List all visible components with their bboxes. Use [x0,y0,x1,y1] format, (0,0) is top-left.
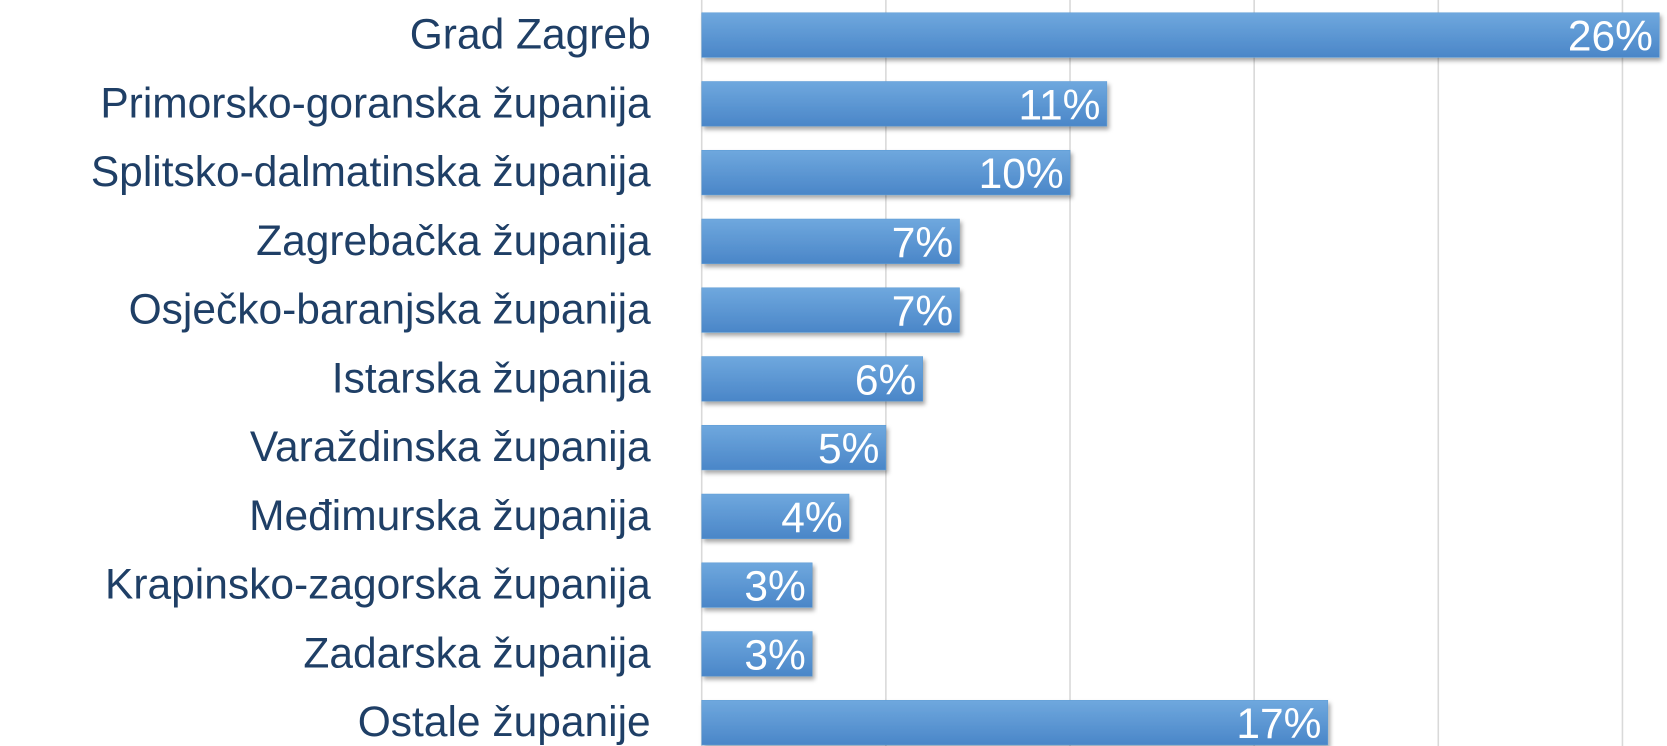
data-label: 6% [855,357,916,404]
bar [701,356,923,402]
category-label: Ostale županije [358,699,651,746]
bar [701,562,813,608]
data-label: 17% [1236,701,1321,746]
bar [701,631,813,677]
bar [701,493,850,539]
bars: Grad Zagreb 26% Primorsko-goranska županij… [91,12,1660,746]
category-label: Splitsko-dalmatinska županija [91,149,651,196]
bar [701,700,1329,746]
bar [701,149,1071,196]
category-label: Istarska županija [332,355,651,402]
category-label: Grad Zagreb [410,12,651,59]
data-label: 11% [1019,82,1101,129]
category-label: Međimurska županija [249,493,651,540]
category-label: Krapinsko-zagorska županija [105,562,651,609]
category-label: Osječko-baranjska županija [129,287,651,334]
data-label: 7% [892,220,953,267]
data-label: 5% [818,426,879,473]
data-label: 26% [1568,14,1653,61]
bar [701,287,960,333]
bar [701,218,960,264]
bar [701,425,887,471]
category-label: Primorsko-goranska županija [100,80,651,127]
category-label: Varaždinska županija [250,424,651,471]
data-label: 10% [979,151,1064,198]
data-label: 3% [744,564,805,611]
bar [701,81,1108,127]
category-label: Zadarska županija [303,630,651,677]
category-label: Zagrebačka županija [256,218,651,265]
data-label: 7% [892,289,953,336]
bar [701,12,1660,58]
data-label: 4% [781,495,842,542]
data-label: 3% [744,632,805,679]
